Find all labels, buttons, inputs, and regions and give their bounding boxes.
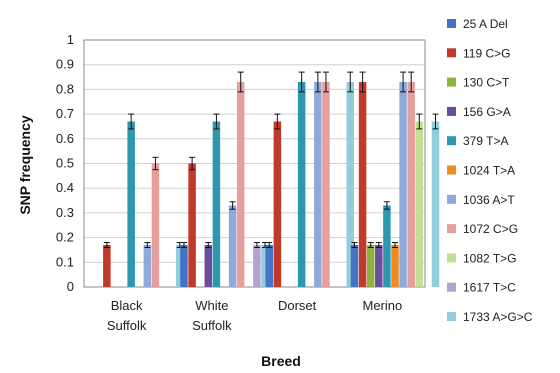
bar bbox=[399, 81, 407, 288]
y-tick-label: 0.5 bbox=[56, 156, 74, 171]
bar bbox=[415, 121, 424, 287]
bar bbox=[375, 245, 383, 287]
y-tick-label: 0.2 bbox=[56, 230, 74, 245]
legend-label: 1036 A>T bbox=[463, 193, 515, 207]
legend-label: 1617 T>C bbox=[463, 281, 516, 295]
bar bbox=[228, 205, 237, 287]
legend-swatch bbox=[447, 282, 456, 292]
bar bbox=[253, 245, 261, 287]
x-tick-label: Dorset bbox=[278, 298, 317, 313]
bar bbox=[391, 245, 399, 287]
legend-label: 156 G>A bbox=[463, 105, 511, 119]
y-tick-label: 0.6 bbox=[56, 131, 74, 146]
x-tick-label: Black bbox=[111, 298, 143, 313]
x-axis-ticks: Black Suffolk White Suffolk Dorset Merino bbox=[107, 298, 402, 333]
bar bbox=[366, 245, 375, 287]
bar bbox=[176, 245, 184, 287]
legend-label: 130 C>T bbox=[463, 76, 510, 90]
legend-label: 1024 T>A bbox=[463, 164, 515, 178]
legend-swatch bbox=[447, 48, 456, 58]
legend-label: 119 C>G bbox=[463, 46, 510, 60]
bar bbox=[431, 121, 440, 287]
legend-swatch bbox=[447, 136, 456, 146]
y-tick-label: 1 bbox=[67, 32, 74, 47]
bar bbox=[358, 81, 367, 288]
bar bbox=[346, 81, 354, 288]
x-axis-title: Breed bbox=[261, 353, 301, 369]
bar bbox=[350, 245, 359, 287]
legend-label: 1072 C>G bbox=[463, 222, 518, 236]
y-tick-label: 0.3 bbox=[56, 205, 74, 220]
y-tick-label: 0.8 bbox=[56, 81, 74, 96]
bar bbox=[151, 163, 160, 287]
bar bbox=[407, 81, 415, 288]
y-tick-label: 0.1 bbox=[56, 254, 74, 269]
legend-label: 379 T>A bbox=[463, 134, 508, 148]
bar bbox=[212, 121, 221, 287]
bar bbox=[143, 245, 152, 287]
x-tick-label: Merino bbox=[363, 298, 403, 313]
bar bbox=[127, 121, 135, 287]
legend-label: 1733 A>G>C bbox=[463, 310, 533, 324]
legend-label: 25 A Del bbox=[463, 17, 508, 31]
y-tick-label: 0.9 bbox=[56, 57, 74, 72]
bar bbox=[273, 121, 282, 287]
bar bbox=[383, 205, 391, 287]
x-tick-label: White bbox=[195, 298, 228, 313]
y-tick-label: 0.7 bbox=[56, 106, 74, 121]
bar-marks bbox=[103, 71, 440, 288]
bar bbox=[322, 81, 330, 288]
y-axis-title: SNP frequency bbox=[17, 115, 33, 215]
x-tick-label: Suffolk bbox=[107, 318, 147, 333]
bar bbox=[180, 245, 188, 287]
legend-swatch bbox=[447, 253, 456, 263]
bar bbox=[204, 245, 213, 287]
legend-swatch bbox=[447, 224, 456, 234]
y-tick-label: 0 bbox=[67, 279, 74, 294]
legend-swatch bbox=[447, 312, 456, 321]
bar bbox=[188, 163, 196, 287]
legend-swatch bbox=[447, 165, 456, 175]
legend: 25 A Del 119 C>G 130 C>T 156 G>A 379 T>A 1024… bbox=[447, 17, 533, 324]
bar bbox=[314, 81, 322, 288]
bar bbox=[236, 81, 245, 288]
legend-swatch bbox=[447, 106, 456, 116]
legend-swatch bbox=[447, 19, 456, 28]
legend-label: 1082 T>G bbox=[463, 251, 516, 265]
bar bbox=[297, 81, 306, 288]
x-tick-label: Suffolk bbox=[192, 318, 232, 333]
legend-swatch bbox=[447, 194, 456, 204]
y-tick-label: 0.4 bbox=[56, 180, 74, 195]
bar bbox=[103, 245, 111, 287]
y-axis-ticks: 0 0.1 0.2 0.3 0.4 0.5 0.6 0.7 0.8 0.9 1 bbox=[56, 32, 74, 294]
bar bbox=[261, 245, 269, 287]
bar bbox=[265, 245, 273, 287]
legend-swatch bbox=[447, 77, 456, 87]
